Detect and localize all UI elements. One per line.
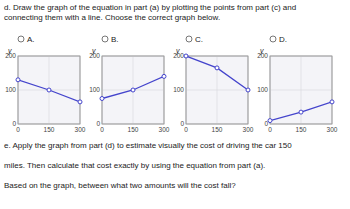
radio-button[interactable] [186, 36, 192, 42]
y-tick-label: 0 [96, 120, 100, 127]
data-point [100, 97, 104, 101]
x-tick-label: 150 [212, 126, 223, 133]
x-tick-label: 300 [159, 126, 170, 133]
radio-button[interactable] [102, 36, 108, 42]
x-tick-label: 300 [75, 126, 86, 133]
data-point [16, 78, 20, 82]
page-title: d. Draw the graph of the equation in par… [4, 3, 296, 22]
line-group [270, 102, 332, 121]
data-line [102, 76, 164, 98]
data-point [299, 110, 303, 114]
radio-button[interactable] [18, 36, 24, 42]
y-tick-label: 100 [173, 86, 184, 93]
data-point [246, 88, 250, 92]
y-axis-label: y [7, 47, 12, 55]
plot-area [102, 56, 164, 124]
option-label[interactable]: A. [27, 35, 35, 44]
data-point [131, 88, 135, 92]
chart: A.01503000100200y [5, 35, 86, 133]
x-tick-label: 150 [44, 126, 55, 133]
data-line [186, 56, 248, 90]
plot-frame [270, 56, 332, 124]
y-tick-label: 0 [12, 120, 16, 127]
footer-text: Based on the graph, between what two amo… [4, 181, 236, 190]
plot-area [270, 56, 332, 124]
line-group [18, 80, 80, 102]
y-tick-label: 0 [180, 120, 184, 127]
data-line [270, 102, 332, 121]
x-tick-label: 300 [243, 126, 254, 133]
radio-button[interactable] [270, 36, 276, 42]
x-tick-label: 0 [268, 126, 272, 133]
y-tick-label: 100 [5, 86, 16, 93]
point-group [184, 54, 250, 92]
plot-area [186, 56, 248, 124]
page-title-line: connecting them with a line. Choose the … [4, 13, 220, 22]
page-title-line: d. Draw the graph of the equation in par… [4, 3, 296, 12]
data-point [184, 54, 188, 58]
x-tick-label: 150 [128, 126, 139, 133]
x-tick-label: 0 [100, 126, 104, 133]
point-group [100, 74, 166, 100]
plot-frame [18, 56, 80, 124]
data-point [215, 66, 219, 70]
footer-text: miles. Then calculate that cost exactly … [4, 161, 265, 170]
x-tick-label: 0 [16, 126, 20, 133]
plot-frame [102, 56, 164, 124]
data-line [18, 80, 80, 102]
line-group [102, 76, 164, 98]
x-tick-label: 300 [327, 126, 338, 133]
data-point [47, 88, 51, 92]
x-tick-label: 150 [296, 126, 307, 133]
option-label[interactable]: B. [111, 35, 119, 44]
y-tick-label: 100 [89, 86, 100, 93]
data-point [78, 100, 82, 104]
y-axis-label: y [175, 47, 180, 55]
plot-area [18, 56, 80, 124]
footer-text: e. Apply the graph from part (d) to esti… [4, 141, 292, 150]
chart: C.01503000100200y [173, 35, 254, 133]
x-tick-label: 0 [184, 126, 188, 133]
line-group [186, 56, 248, 90]
option-label[interactable]: C. [195, 35, 203, 44]
data-point [162, 74, 166, 78]
point-group [16, 78, 82, 104]
chart: B.01503000100200y [89, 35, 170, 133]
y-tick-label: 100 [257, 86, 268, 93]
data-point [330, 100, 334, 104]
data-point [268, 119, 272, 123]
y-axis-label: y [91, 47, 96, 55]
page: d. Draw the graph of the equation in par… [0, 0, 350, 209]
point-group [268, 100, 334, 123]
y-grid-line [270, 90, 332, 91]
option-label[interactable]: D. [279, 35, 287, 44]
y-axis-label: y [259, 47, 264, 55]
y-grid-line [186, 90, 248, 91]
plot-frame [186, 56, 248, 124]
chart: D.01503000100200y [257, 35, 338, 133]
